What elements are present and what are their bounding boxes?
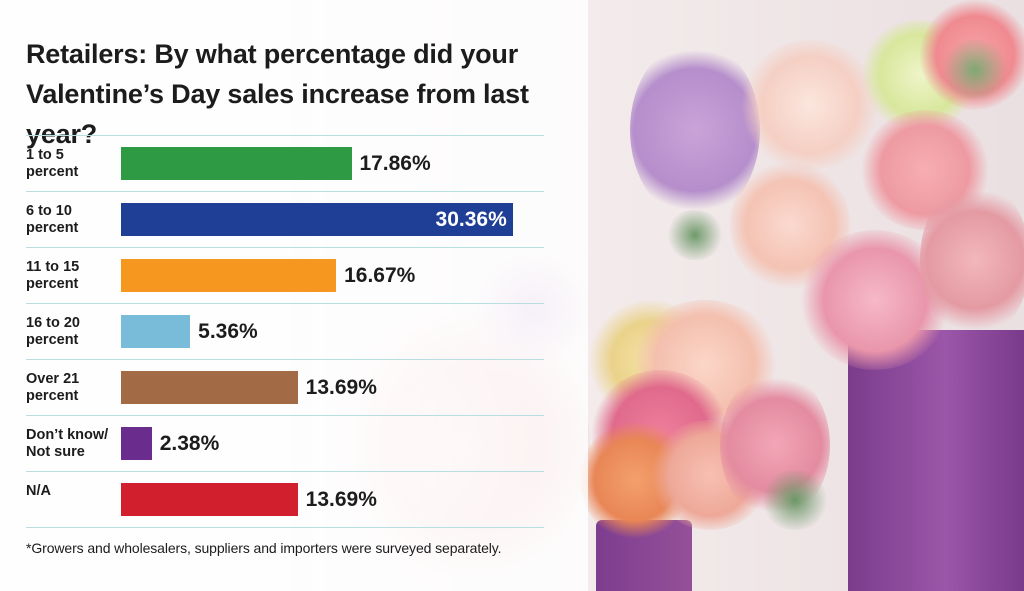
leaf-decoration <box>760 470 830 530</box>
category-label: Over 21 percent <box>26 371 80 404</box>
category-label: Don’t know/ Not sure <box>26 427 109 460</box>
data-label: 5.36% <box>198 320 258 343</box>
bar <box>121 427 152 460</box>
bar <box>121 259 337 292</box>
bar <box>121 147 352 180</box>
gridline <box>26 359 544 360</box>
gridline <box>26 415 544 416</box>
data-label: 17.86% <box>359 152 431 175</box>
data-label: 30.36% <box>435 208 507 231</box>
flower-decoration <box>920 180 1024 340</box>
bar <box>121 371 298 404</box>
chart-title: Retailers: By what percentage did your V… <box>26 39 529 149</box>
category-label: 6 to 10 percent <box>26 203 79 236</box>
data-label: 16.67% <box>344 264 416 287</box>
gridline <box>26 527 544 528</box>
leaf-decoration <box>940 40 1010 100</box>
category-label: N/A <box>26 483 51 499</box>
bar <box>121 483 298 516</box>
footnote: *Growers and wholesalers, suppliers and … <box>26 540 502 556</box>
category-label: 1 to 5 percent <box>26 147 79 180</box>
category-label: 11 to 15 percent <box>26 259 80 292</box>
gridline <box>26 135 544 136</box>
data-label: 2.38% <box>159 432 220 455</box>
bar <box>121 315 191 348</box>
data-label: 13.69% <box>305 488 377 511</box>
gridline <box>26 303 544 304</box>
purple-vase <box>848 330 1024 591</box>
bar <box>121 203 513 236</box>
category-label: 16 to 20 percent <box>26 315 80 348</box>
gridline <box>26 191 544 192</box>
leaf-decoration <box>665 210 725 260</box>
gridline <box>26 471 544 472</box>
flower-decoration <box>740 40 880 170</box>
data-label: 13.69% <box>305 376 377 399</box>
gridline <box>26 247 544 248</box>
